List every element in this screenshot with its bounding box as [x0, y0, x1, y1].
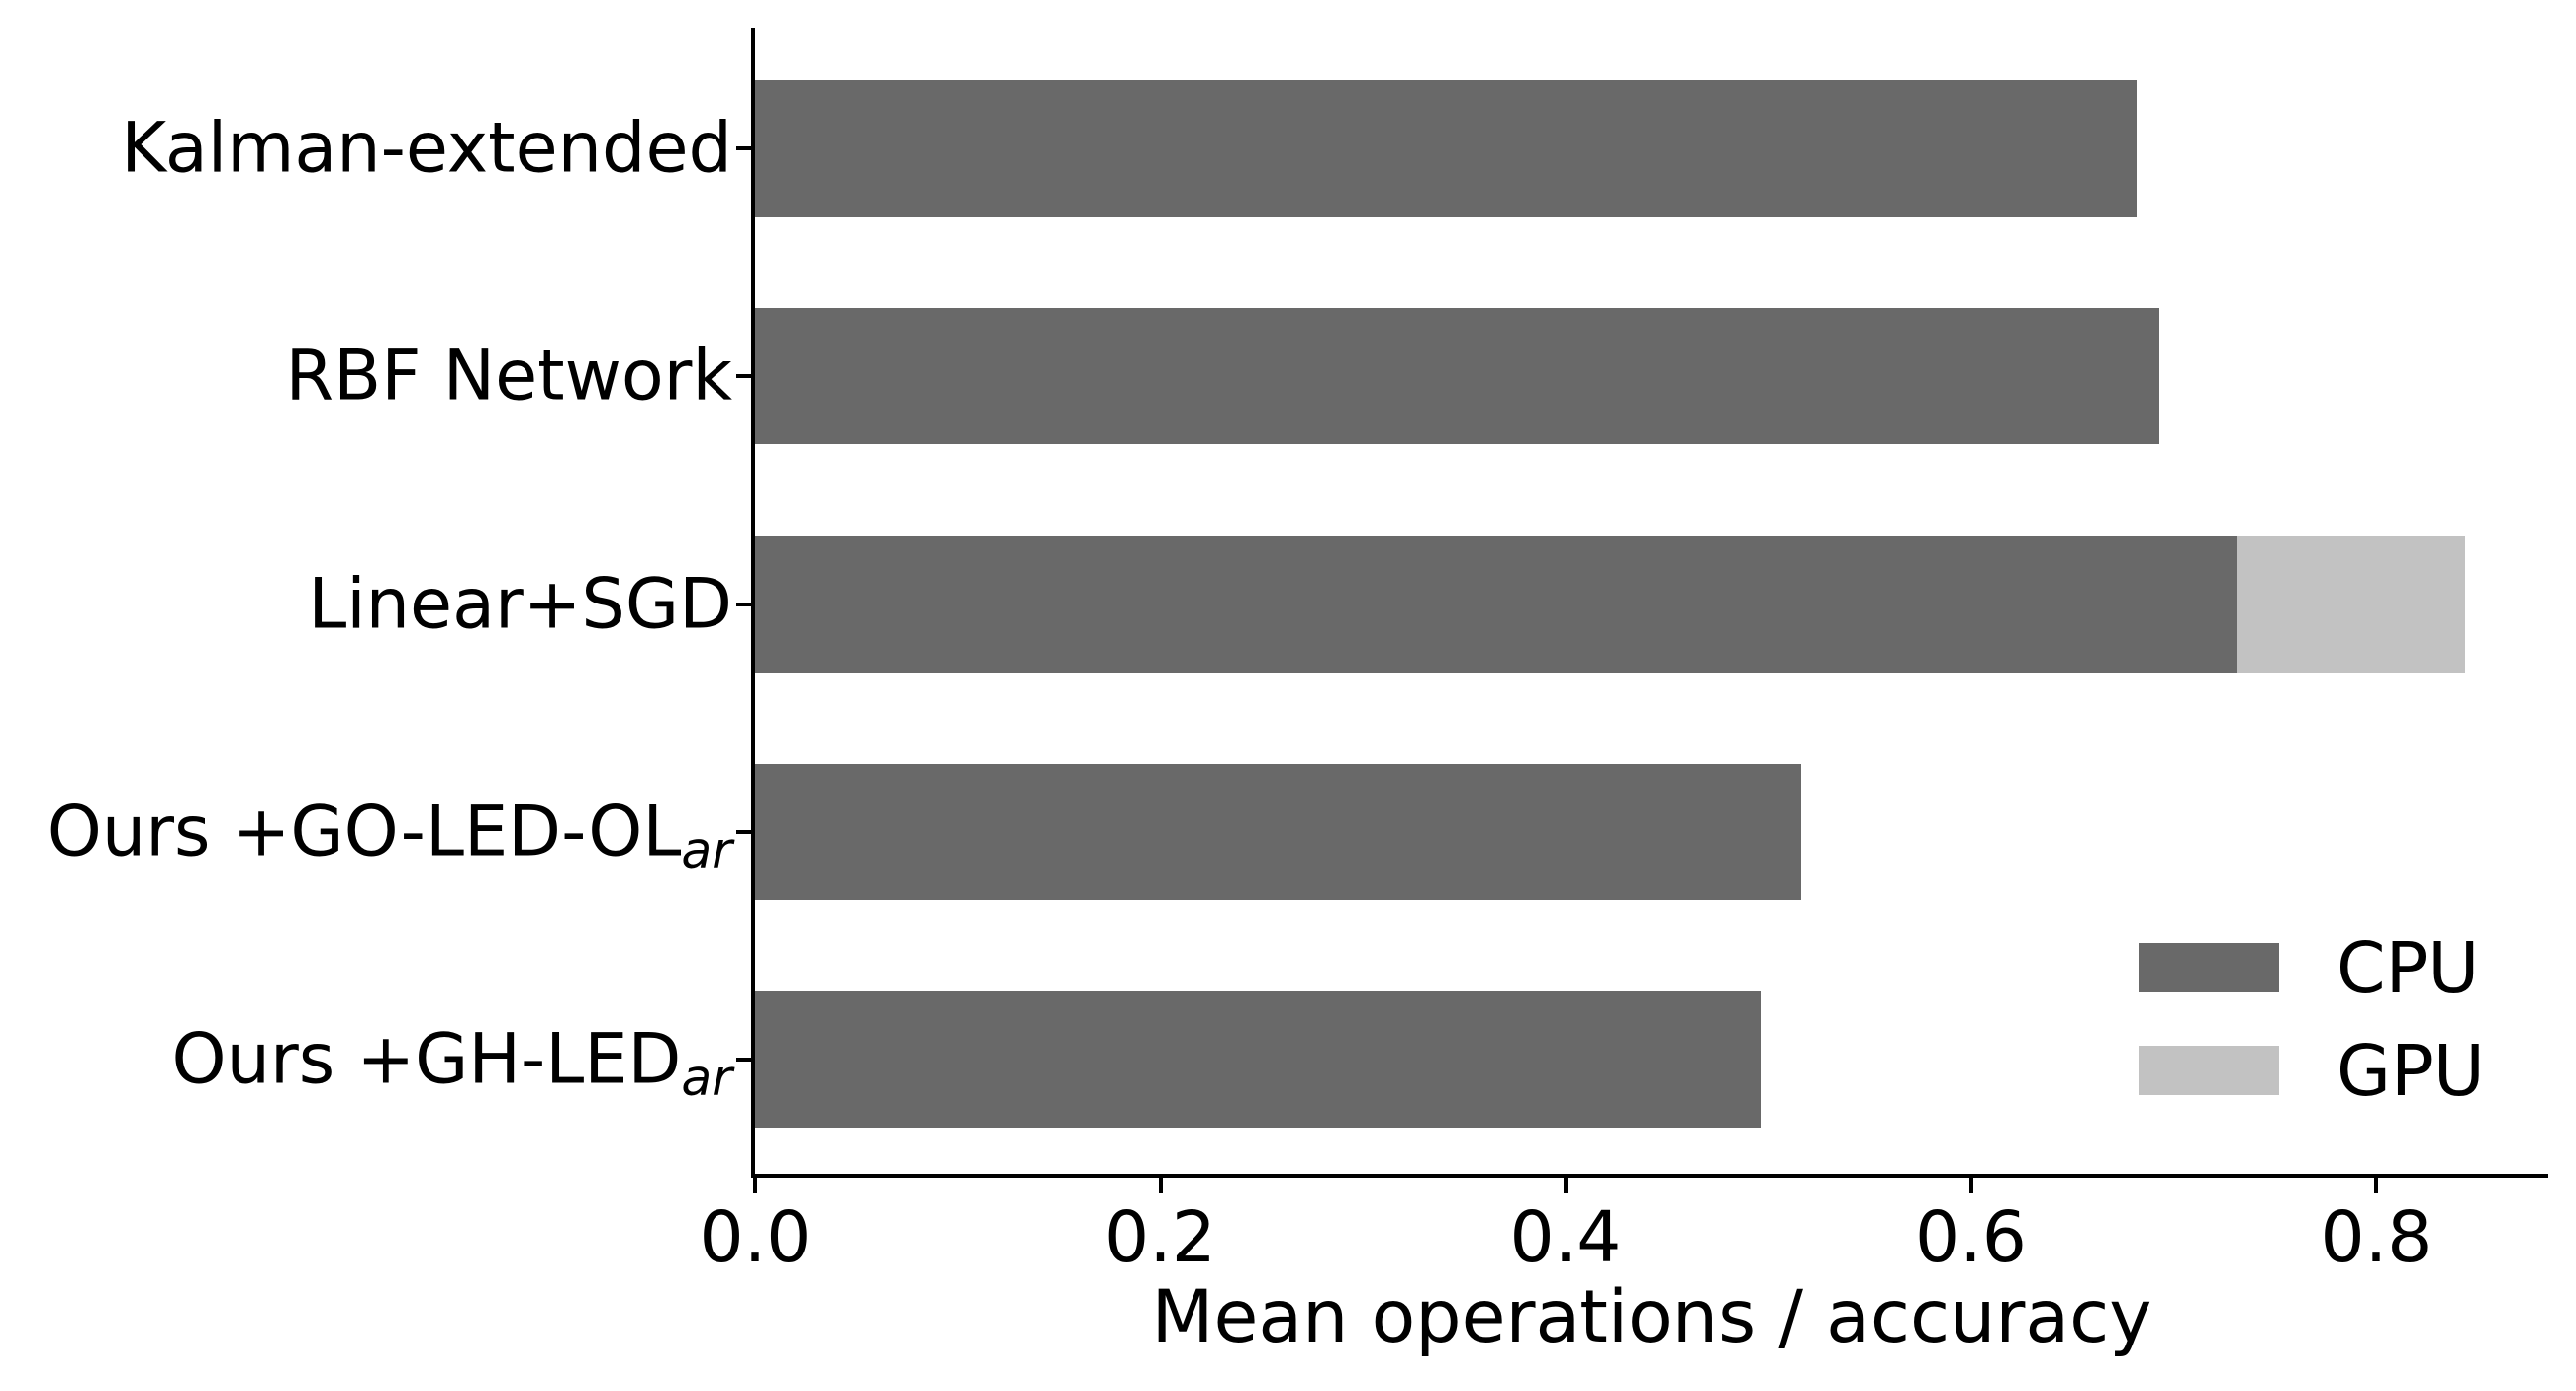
y-axis-label-4: Ours +GH-LEDar — [0, 1018, 733, 1103]
legend-label-cpu: CPU — [2337, 926, 2480, 1009]
y-axis-label-2: Linear+SGD — [0, 566, 732, 642]
plot-area: 0.0 0.2 0.4 0.6 0.8 Mean operations / accura… — [700, 28, 2548, 1353]
y-axis-label-text: Ours +GO-LED-OL — [47, 790, 682, 873]
bar-segment-cpu-2 — [755, 535, 2237, 673]
y-axis-label-text: RBF Network — [285, 334, 732, 417]
x-tick-mark-1 — [1158, 1178, 1163, 1193]
legend-entry-gpu: GPU — [2139, 1036, 2485, 1106]
y-axis-labels: Kalman-extended RBF Network Linear+SGD Ours… — [0, 0, 732, 1391]
legend-swatch-cpu — [2139, 943, 2279, 992]
legend-entry-cpu: CPU — [2139, 933, 2485, 1003]
x-axis-title: Mean operations / accuracy — [1151, 1275, 2152, 1359]
x-tick-label-4: 0.8 — [2320, 1196, 2433, 1278]
y-axis-label-text: Ours +GH-LED — [171, 1018, 682, 1100]
bar-segment-gpu-2 — [2236, 535, 2466, 673]
y-axis-label-0: Kalman-extended — [0, 107, 732, 189]
bar-segment-cpu-1 — [755, 308, 2159, 445]
bar-segment-cpu-3 — [755, 763, 1801, 900]
y-tick-mark-4 — [736, 1058, 751, 1062]
x-tick-mark-0 — [753, 1178, 757, 1193]
y-axis-label-text: Linear+SGD — [308, 563, 732, 644]
y-tick-mark-2 — [736, 602, 751, 606]
x-tick-mark-4 — [2374, 1178, 2378, 1193]
y-axis-label-subscript: ar — [681, 820, 732, 880]
x-tick-label-1: 0.2 — [1104, 1196, 1216, 1278]
legend-label-gpu: GPU — [2337, 1029, 2485, 1112]
bar-segment-cpu-4 — [755, 991, 1761, 1128]
bar-segment-cpu-0 — [755, 80, 2138, 217]
y-axis-label-subscript: ar — [681, 1049, 732, 1108]
legend-swatch-gpu — [2139, 1046, 2279, 1095]
y-tick-mark-0 — [736, 146, 751, 150]
legend: CPU GPU — [2139, 933, 2485, 1149]
y-axis-label-3: Ours +GO-LED-OLar — [0, 790, 732, 876]
y-tick-mark-1 — [736, 374, 751, 379]
x-tick-mark-2 — [1564, 1178, 1568, 1193]
x-tick-mark-3 — [1968, 1178, 1973, 1193]
y-axis-label-text: Kalman-extended — [121, 107, 732, 189]
x-tick-label-2: 0.4 — [1509, 1196, 1622, 1278]
y-axis-label-1: RBF Network — [0, 334, 732, 417]
y-tick-mark-3 — [736, 829, 751, 834]
x-tick-label-3: 0.6 — [1915, 1196, 2027, 1278]
x-tick-label-0: 0.0 — [699, 1196, 811, 1278]
